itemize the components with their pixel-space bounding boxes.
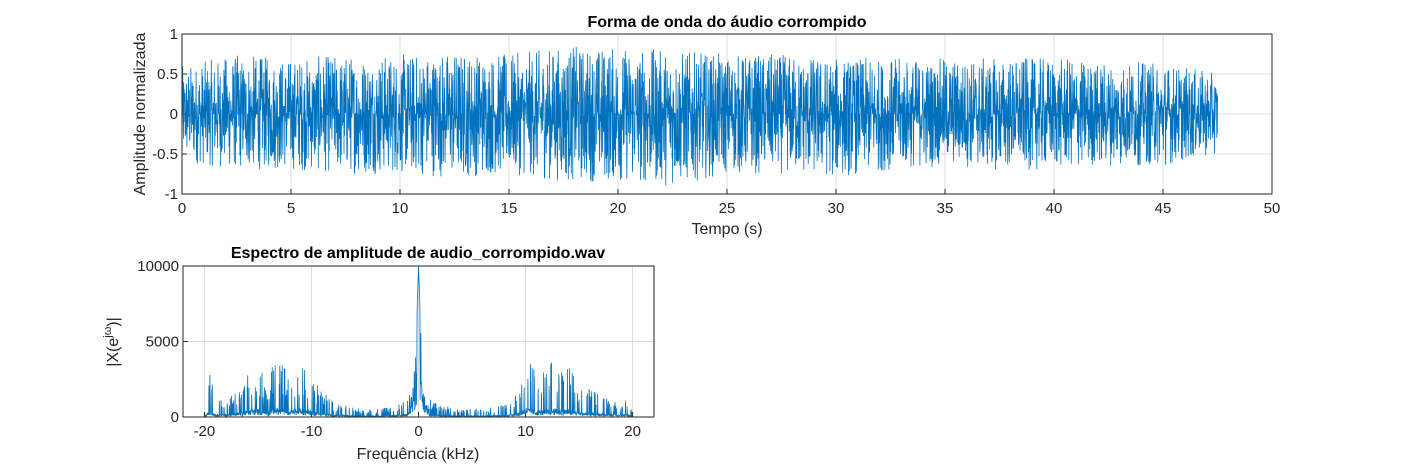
waveform-x-tick-label: 5 (287, 200, 295, 217)
waveform-x-tick-label: 35 (937, 200, 954, 217)
waveform-frame (181, 33, 1273, 195)
waveform-y-tick-label: 1 (170, 26, 178, 43)
waveform-x-tick-label: 40 (1046, 200, 1063, 217)
spectrum-title: Espectro de amplitude de audio_corrompid… (231, 245, 605, 262)
waveform-x-tick-label: 50 (1264, 200, 1281, 217)
waveform-x-tick-label: 10 (392, 200, 409, 217)
waveform-x-label: Tempo (s) (691, 221, 762, 238)
spectrum-y-label-main: |X(e (105, 338, 122, 367)
spectrum-x-tick-label: -20 (194, 423, 216, 440)
spectrum-y-tick-label: 5000 (146, 334, 179, 351)
spectrum-x-tick-label: -10 (301, 423, 323, 440)
waveform-y-tick-label: -1 (165, 186, 178, 203)
waveform-y-tick-label: -0.5 (152, 146, 178, 163)
waveform-axes: 0 5 10 15 20 25 30 35 40 45 50 -1 -0.5 0 0.5 1 Forma de… (132, 14, 1280, 238)
waveform-y-tick-label: 0 (170, 106, 178, 123)
waveform-series (181, 46, 1218, 186)
waveform-line (181, 46, 1218, 186)
spectrum-x-tick-label: 10 (517, 423, 534, 440)
waveform-x-tick-label: 20 (610, 200, 627, 217)
spectrum-frame (182, 265, 655, 418)
waveform-x-tick-label: 15 (501, 200, 518, 217)
spectrum-y-label-superscript: jω (102, 326, 114, 338)
waveform-title: Forma de onda do áudio corrompido (587, 14, 866, 31)
waveform-x-tick-label: 0 (178, 200, 186, 217)
spectrum-x-label: Frequência (kHz) (357, 446, 480, 463)
spectrum-axes: -20 -10 0 10 20 0 5000 10000 Espectro de amplit… (102, 245, 655, 463)
spectrum-y-tick-label: 0 (171, 409, 179, 426)
spectrum-x-tick-label: 20 (624, 423, 641, 440)
spectrum-tick-labels: -20 -10 0 10 20 0 5000 10000 (137, 258, 641, 440)
waveform-x-tick-label: 25 (719, 200, 736, 217)
waveform-y-tick-label: 0.5 (157, 66, 178, 83)
waveform-tick-labels: 0 5 10 15 20 25 30 35 40 45 50 -1 -0.5 0 0.5 1 (152, 26, 1280, 217)
waveform-y-label: Amplitude normalizada (132, 33, 149, 196)
spectrum-y-label: |X(ejω)| (102, 317, 122, 367)
waveform-x-tick-label: 45 (1155, 200, 1172, 217)
waveform-x-tick-label: 30 (828, 200, 845, 217)
spectrum-y-tick-label: 10000 (137, 258, 179, 275)
spectrum-x-tick-label: 0 (414, 423, 422, 440)
spectrum-y-label-end: )| (105, 317, 122, 326)
